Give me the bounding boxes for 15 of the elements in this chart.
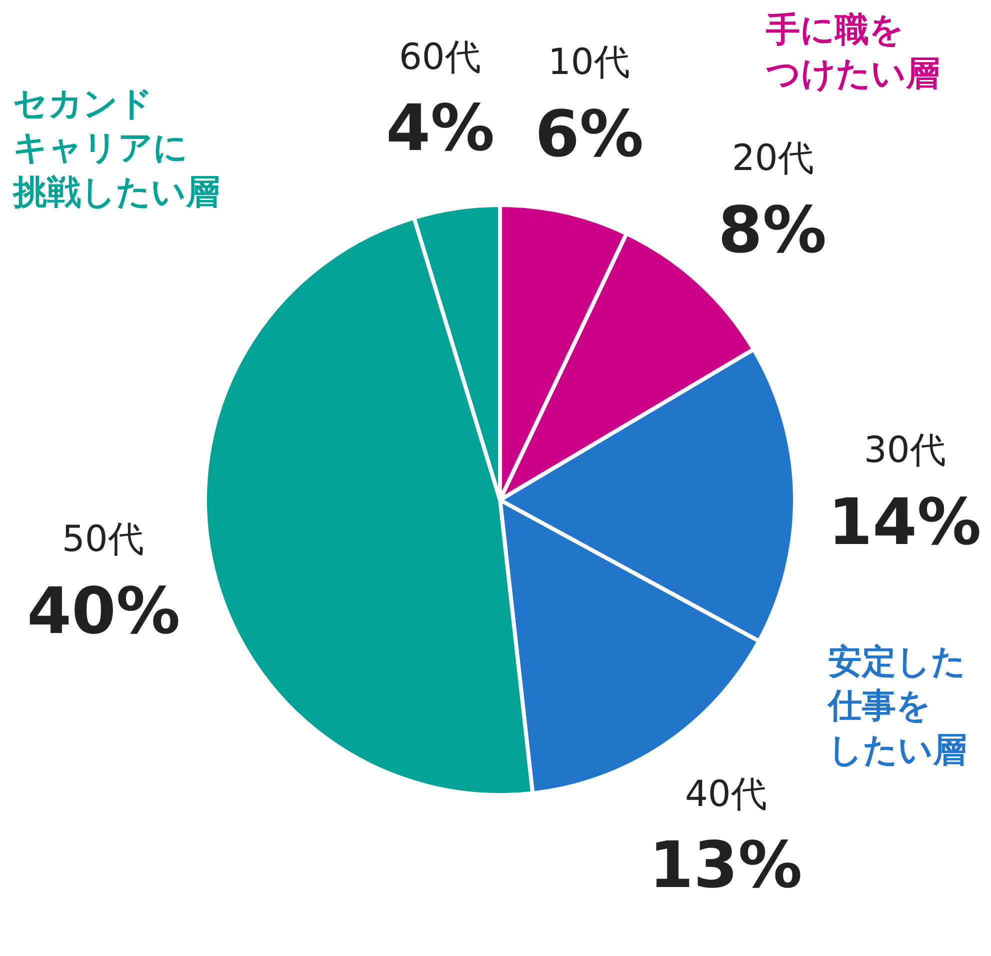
text: 安定した仕事をしたい層 [826, 642, 967, 770]
data-label: 4% [386, 92, 495, 166]
data-label: 6% [535, 98, 644, 172]
slice-label: 20代 [732, 138, 814, 179]
data-label: 8% [718, 194, 827, 268]
slice-label: 50代 [62, 519, 144, 560]
data-label: 40% [27, 575, 180, 649]
data-label: 14% [828, 486, 982, 560]
text: セカンドキャリアに挑戦したい層 [12, 84, 220, 212]
slice-label: 60代 [399, 37, 481, 78]
slice-label: 30代 [864, 430, 946, 471]
slice-label: 10代 [548, 42, 630, 83]
data-label: 13% [649, 829, 802, 903]
slice-label: 40代 [685, 774, 767, 815]
text: 手に職をつけたい層 [765, 10, 940, 94]
